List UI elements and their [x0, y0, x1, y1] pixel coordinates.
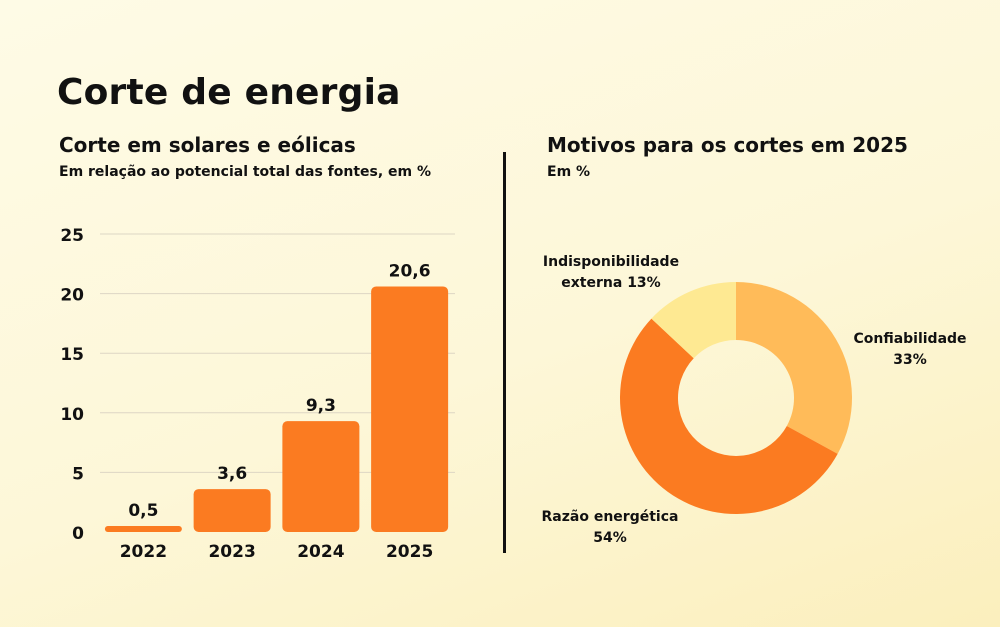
bar-2023 — [193, 489, 271, 532]
donut-label-confiabilidade-name: Confiabilidade — [853, 331, 967, 347]
donut-label-razao-name: Razão energética — [541, 509, 679, 525]
y-tick-label: 15 — [60, 345, 84, 365]
donut-slice-1 — [619, 318, 838, 515]
x-tick-label: 2024 — [297, 542, 344, 562]
donut-slice-2 — [651, 282, 736, 359]
page-title: Corte de energia — [57, 72, 401, 113]
bar-2022 — [104, 526, 182, 532]
chart-divider — [503, 152, 506, 553]
y-tick-label: 20 — [60, 286, 84, 306]
bar-value-label: 20,6 — [389, 261, 431, 281]
donut-label-indisponibilidade: Indisponibilidade externa 13% — [536, 252, 686, 294]
bar-2025 — [371, 286, 449, 532]
x-tick-label: 2023 — [208, 542, 255, 562]
donut-chart-title: Motivos para os cortes em 2025 — [547, 133, 908, 157]
donut-slice-0 — [736, 282, 852, 454]
bar-chart-title: Corte em solares e eólicas — [59, 133, 356, 157]
y-tick-label: 10 — [60, 405, 84, 425]
donut-label-razao-value: 54% — [593, 530, 627, 546]
x-tick-label: 2025 — [386, 542, 433, 562]
y-tick-label: 0 — [72, 524, 84, 544]
donut-label-confiabilidade: Confiabilidade 33% — [853, 329, 966, 371]
donut-label-indisponibilidade-value: 13% — [627, 275, 661, 291]
donut-label-razao: Razão energética 54% — [542, 507, 679, 549]
x-tick-label: 2022 — [120, 542, 167, 562]
bar-value-label: 0,5 — [128, 501, 158, 521]
donut-label-indisponibilidade-name: Indisponibilidade externa 13% — [536, 252, 686, 294]
bar-value-label: 9,3 — [306, 396, 336, 416]
y-tick-label: 5 — [72, 464, 84, 484]
donut-chart-subtitle: Em % — [547, 164, 591, 180]
bar-value-label: 3,6 — [217, 464, 247, 484]
donut-label-indisponibilidade-text: Indisponibilidade externa — [542, 254, 680, 291]
bar-chart-subtitle: Em relação ao potencial total das fontes… — [59, 164, 432, 180]
bar-2024 — [282, 421, 360, 532]
y-tick-label: 25 — [60, 226, 84, 246]
donut-label-confiabilidade-value: 33% — [893, 352, 927, 368]
